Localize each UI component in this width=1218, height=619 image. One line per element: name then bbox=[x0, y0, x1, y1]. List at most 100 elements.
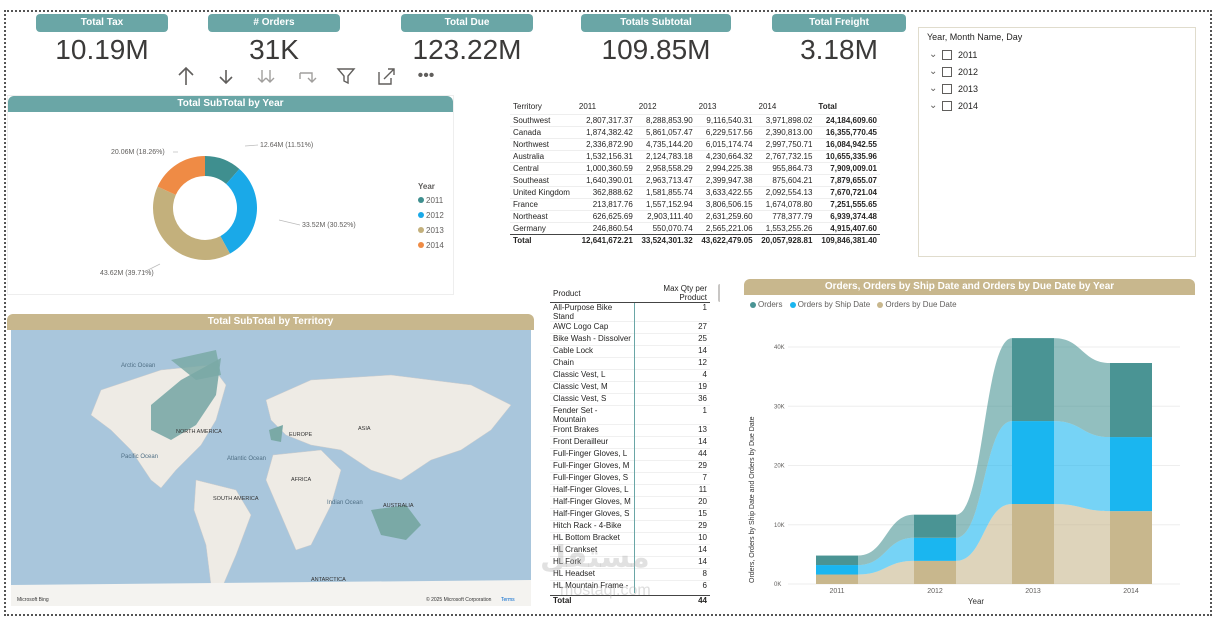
kpi-orders[interactable]: # Orders 31K bbox=[208, 14, 340, 74]
kpi-total-freight[interactable]: Total Freight 3.18M bbox=[772, 14, 906, 74]
matrix-header[interactable]: 2011 bbox=[578, 102, 597, 112]
product-row[interactable]: Hitch Rack - 4-Bike 29 bbox=[550, 520, 710, 533]
product-row[interactable]: HL Bottom Bracket 10 bbox=[550, 532, 710, 545]
checkbox[interactable] bbox=[942, 83, 952, 94]
ribbon-bar-2013-2[interactable] bbox=[1012, 504, 1054, 584]
slicer-item-2013[interactable]: ⌄ 2013 bbox=[927, 80, 1187, 97]
donut-slice-2013[interactable] bbox=[153, 186, 230, 260]
focus-mode-icon[interactable] bbox=[366, 65, 406, 87]
product-row[interactable]: AWC Logo Cap 27 bbox=[550, 321, 710, 334]
product-row[interactable]: Front Derailleur 14 bbox=[550, 436, 710, 449]
ribbon-bar-2013-1[interactable] bbox=[1012, 421, 1054, 505]
matrix-header[interactable]: Territory bbox=[513, 102, 542, 112]
legend-item-2012[interactable]: 2012 bbox=[418, 211, 444, 220]
ribbon-bar-2012-1[interactable] bbox=[914, 537, 956, 561]
ribbon-bar-2011-2[interactable] bbox=[816, 574, 858, 584]
matrix-header[interactable]: 2013 bbox=[698, 102, 717, 112]
product-table[interactable]: Product Max Qty per Product All-Purpose … bbox=[550, 284, 720, 608]
chevron-down-icon[interactable]: ⌄ bbox=[929, 49, 938, 60]
product-row[interactable]: HL Fork 14 bbox=[550, 556, 710, 569]
product-row[interactable]: All-Purpose Bike Stand 1 bbox=[550, 302, 710, 322]
legend-item-due-date[interactable]: Orders by Due Date bbox=[877, 300, 957, 309]
product-row[interactable]: Fender Set - Mountain 1 bbox=[550, 405, 710, 425]
ribbon-bar-2014-1[interactable] bbox=[1110, 437, 1152, 512]
legend-item-2014[interactable]: 2014 bbox=[418, 241, 444, 250]
australia-highlight[interactable] bbox=[371, 505, 421, 540]
ribbon-bar-2011-1[interactable] bbox=[816, 565, 858, 575]
product-row[interactable]: Half-Finger Gloves, M 20 bbox=[550, 496, 710, 509]
matrix-row[interactable]: United Kingdom 362,888.62 1,581,855.74 3,63… bbox=[510, 185, 880, 198]
product-row[interactable]: Full-Finger Gloves, L 44 bbox=[550, 448, 710, 461]
product-row[interactable]: HL Headset 8 bbox=[550, 568, 710, 581]
ribbon-bar-2013-0[interactable] bbox=[1012, 338, 1054, 422]
matrix-row[interactable]: Australia 1,532,156.31 2,124,783.18 4,230,6… bbox=[510, 149, 880, 162]
legend-item-orders[interactable]: Orders bbox=[750, 300, 782, 309]
donut-chart[interactable]: 12.64M (11.51%) 33.52M (30.52%) 43.62M (… bbox=[8, 112, 453, 294]
donut-slice-2011[interactable] bbox=[205, 156, 240, 185]
ribbon-bar-2012-2[interactable] bbox=[914, 560, 956, 584]
ribbon-band-1-2[interactable] bbox=[1054, 421, 1110, 512]
kpi-totals-subtotal[interactable]: Totals Subtotal 109.85M bbox=[581, 14, 731, 74]
matrix-row[interactable]: Canada 1,874,382.42 5,861,057.47 6,229,517.… bbox=[510, 125, 880, 138]
ribbon-band-0-0[interactable] bbox=[858, 514, 914, 566]
donut-slice-2012[interactable] bbox=[220, 169, 257, 254]
date-slicer[interactable]: Year, Month Name, Day ⌄ 2011 ⌄ 2012 ⌄ 20… bbox=[918, 27, 1196, 257]
ribbon-bar-2012-0[interactable] bbox=[914, 514, 956, 538]
product-row[interactable]: Chain 12 bbox=[550, 357, 710, 370]
ribbon-band-2-1[interactable] bbox=[956, 504, 1012, 584]
ribbon-band-2-2[interactable] bbox=[1054, 504, 1110, 584]
matrix-row[interactable]: Northwest 2,336,872.90 4,735,144.20 6,015,1… bbox=[510, 137, 880, 150]
chevron-down-icon[interactable]: ⌄ bbox=[929, 100, 938, 111]
kpi-total-due[interactable]: Total Due 123.22M bbox=[401, 14, 533, 74]
matrix-row[interactable]: Central 1,000,360.59 2,958,558.29 2,994,225… bbox=[510, 161, 880, 174]
ribbon-bar-2014-0[interactable] bbox=[1110, 362, 1152, 438]
slicer-item-2014[interactable]: ⌄ 2014 bbox=[927, 97, 1187, 114]
matrix-row[interactable]: Germany 246,860.54 550,070.74 2,565,221.06 1… bbox=[510, 221, 880, 234]
legend-item-2013[interactable]: 2013 bbox=[418, 226, 444, 235]
checkbox[interactable] bbox=[942, 100, 952, 111]
chevron-down-icon[interactable]: ⌄ bbox=[929, 66, 938, 77]
matrix-row[interactable]: Northeast 626,625.69 2,903,111.40 2,631,259… bbox=[510, 209, 880, 222]
product-row[interactable]: Full-Finger Gloves, M 29 bbox=[550, 460, 710, 473]
matrix-row[interactable]: Southeast 1,640,390.01 2,963,713.47 2,399,9… bbox=[510, 173, 880, 186]
product-row[interactable]: HL Mountain Frame -6 bbox=[550, 580, 710, 593]
product-row[interactable]: Half-Finger Gloves, S 15 bbox=[550, 508, 710, 521]
ribbon-band-1-0[interactable] bbox=[858, 537, 914, 575]
kpi-total-tax[interactable]: Total Tax 10.19M bbox=[36, 14, 168, 74]
matrix-header[interactable]: 2014 bbox=[758, 102, 777, 112]
slicer-item-2012[interactable]: ⌄ 2012 bbox=[927, 63, 1187, 80]
slicer-item-2011[interactable]: ⌄ 2011 bbox=[927, 46, 1187, 63]
ribbon-band-1-1[interactable] bbox=[956, 421, 1012, 561]
matrix-row[interactable]: France 213,817.76 1,557,152.94 3,806,506.15… bbox=[510, 197, 880, 210]
map-panel[interactable]: Total SubTotal by Territory Arctic Ocean… bbox=[7, 314, 534, 608]
legend-item-ship-date[interactable]: Orders by Ship Date bbox=[789, 300, 870, 309]
ribbon-bar-2014-2[interactable] bbox=[1110, 511, 1152, 584]
europe-highlight[interactable] bbox=[269, 425, 283, 442]
scrollbar[interactable] bbox=[718, 284, 720, 302]
max-qty-header[interactable]: Max Qty per Product bbox=[634, 284, 710, 303]
expand-next-level-icon[interactable] bbox=[286, 65, 326, 87]
donut-panel[interactable]: Total SubTotal by Year 12.64M (11.51%) 3… bbox=[7, 95, 454, 295]
product-row[interactable]: Classic Vest, M 19 bbox=[550, 381, 710, 394]
ribbon-band-0-1[interactable] bbox=[956, 338, 1012, 538]
more-options-icon[interactable]: ••• bbox=[417, 67, 435, 84]
product-row[interactable]: HL Crankset 14 bbox=[550, 544, 710, 557]
ribbon-band-2-0[interactable] bbox=[858, 560, 914, 584]
product-row[interactable]: Classic Vest, S 36 bbox=[550, 393, 710, 406]
territory-matrix[interactable]: Territory 2011 2012 2013 2014 Total Sout… bbox=[510, 100, 880, 246]
checkbox[interactable] bbox=[942, 49, 952, 60]
ribbon-band-0-2[interactable] bbox=[1054, 338, 1110, 438]
chevron-down-icon[interactable]: ⌄ bbox=[929, 83, 938, 94]
legend-item-2011[interactable]: 2011 bbox=[418, 196, 444, 205]
checkbox[interactable] bbox=[942, 66, 952, 77]
world-map[interactable]: Arctic Ocean NORTH AMERICA EUROPE ASIA P… bbox=[11, 330, 531, 606]
map-terms-link[interactable]: Terms bbox=[501, 597, 515, 603]
matrix-header[interactable]: 2012 bbox=[638, 102, 657, 112]
ribbon-bar-2011-0[interactable] bbox=[816, 555, 858, 566]
product-row[interactable]: Cable Lock 14 bbox=[550, 345, 710, 358]
product-row[interactable]: Half-Finger Gloves, L 11 bbox=[550, 484, 710, 497]
product-header[interactable]: Product bbox=[550, 284, 635, 303]
orders-ribbon-panel[interactable]: Orders, Orders by Ship Date and Orders b… bbox=[744, 279, 1195, 609]
